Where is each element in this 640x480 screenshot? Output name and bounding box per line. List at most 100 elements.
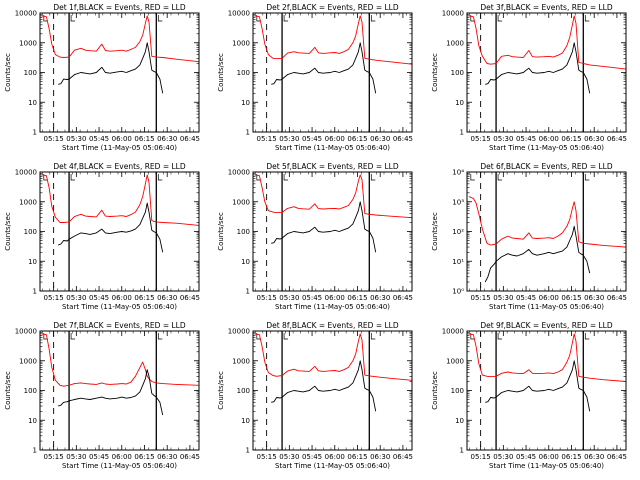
x-tick-label: 05:30 bbox=[66, 453, 86, 461]
events-series-line bbox=[271, 360, 377, 412]
y-tick-label: 10⁰ bbox=[452, 288, 464, 296]
y-tick-label: 10¹ bbox=[452, 258, 464, 266]
events-series-line bbox=[58, 42, 164, 94]
x-tick-label: 05:15 bbox=[257, 294, 277, 302]
y-tick-label: 100 bbox=[24, 69, 37, 77]
x-axis-label: Start Time (11-May-05 05:06:40) bbox=[62, 144, 177, 152]
marker-bracket bbox=[470, 174, 475, 181]
plot-frame bbox=[466, 171, 627, 292]
x-axis-label: Start Time (11-May-05 05:06:40) bbox=[489, 144, 604, 152]
x-tick-label: 06:45 bbox=[607, 294, 627, 302]
x-tick-label: 06:00 bbox=[325, 135, 345, 143]
y-tick-label: 1 bbox=[460, 129, 464, 137]
marker-bracket bbox=[497, 15, 503, 22]
y-tick-label: 1000 bbox=[19, 198, 37, 206]
lld-series-line bbox=[41, 174, 200, 226]
x-axis-label: Start Time (11-May-05 05:06:40) bbox=[275, 144, 390, 152]
x-tick-label: 06:15 bbox=[347, 294, 367, 302]
marker-bracket bbox=[470, 15, 475, 22]
marker-bracket bbox=[70, 174, 76, 181]
events-series-line bbox=[485, 360, 591, 412]
y-tick-label: 100 bbox=[451, 387, 464, 395]
y-tick-label: 1 bbox=[246, 288, 250, 296]
y-tick-label: 10000 bbox=[228, 328, 250, 336]
y-tick-label: 10 bbox=[28, 417, 37, 425]
x-tick-label: 05:30 bbox=[279, 453, 299, 461]
chart-panel: Det 8f,BLACK = Events, RED = LLD Counts/s… bbox=[217, 321, 413, 470]
y-tick-label: 1000 bbox=[19, 357, 37, 365]
x-tick-label: 06:15 bbox=[134, 135, 154, 143]
marker-bracket bbox=[43, 333, 48, 340]
x-tick-label: 05:15 bbox=[471, 453, 491, 461]
y-axis-label: Counts/sec bbox=[217, 212, 225, 251]
y-tick-label: 10³ bbox=[452, 198, 464, 206]
y-tick-label: 10 bbox=[241, 99, 250, 107]
x-axis-label: Start Time (11-May-05 05:06:40) bbox=[489, 303, 604, 311]
y-tick-label: 10 bbox=[455, 99, 464, 107]
chart-title: Det 3f,BLACK = Events, RED = LLD bbox=[480, 3, 613, 12]
y-tick-label: 100 bbox=[24, 228, 37, 236]
chart-title: Det 5f,BLACK = Events, RED = LLD bbox=[266, 162, 399, 171]
marker-bracket bbox=[157, 174, 163, 181]
x-tick-label: 05:45 bbox=[89, 135, 109, 143]
y-tick-label: 1 bbox=[460, 447, 464, 455]
marker-bracket bbox=[283, 15, 289, 22]
x-tick-label: 05:45 bbox=[302, 453, 322, 461]
x-tick-label: 06:30 bbox=[584, 453, 604, 461]
y-tick-label: 1000 bbox=[232, 357, 250, 365]
y-tick-label: 10 bbox=[241, 417, 250, 425]
y-tick-label: 10000 bbox=[15, 10, 37, 18]
lld-series-line bbox=[41, 15, 200, 63]
plot-frame bbox=[39, 12, 200, 133]
x-axis-label: Start Time (11-May-05 05:06:40) bbox=[489, 462, 604, 470]
y-tick-label: 10⁴ bbox=[452, 169, 464, 177]
lld-series-line bbox=[254, 15, 413, 65]
y-axis-label: Counts/sec bbox=[431, 212, 439, 251]
y-tick-label: 1 bbox=[33, 288, 37, 296]
x-tick-label: 06:30 bbox=[370, 135, 390, 143]
lld-series-line bbox=[468, 196, 627, 248]
x-tick-label: 05:45 bbox=[89, 453, 109, 461]
x-tick-label: 06:45 bbox=[180, 135, 200, 143]
chart-panel: Det 6f,BLACK = Events, RED = LLD Counts/s… bbox=[431, 162, 627, 311]
y-axis-label: Counts/sec bbox=[4, 371, 12, 410]
x-tick-label: 06:30 bbox=[370, 294, 390, 302]
events-series-line bbox=[271, 42, 377, 94]
x-tick-label: 05:30 bbox=[279, 294, 299, 302]
chart-title: Det 6f,BLACK = Events, RED = LLD bbox=[480, 162, 613, 171]
y-tick-label: 1 bbox=[33, 129, 37, 137]
y-tick-label: 1 bbox=[33, 447, 37, 455]
marker-bracket bbox=[584, 333, 590, 340]
x-tick-label: 05:15 bbox=[44, 135, 64, 143]
chart-panel: Det 4f,BLACK = Events, RED = LLD Counts/s… bbox=[4, 162, 200, 311]
lld-series-line bbox=[41, 333, 200, 387]
chart-title: Det 2f,BLACK = Events, RED = LLD bbox=[266, 3, 399, 12]
y-tick-label: 10000 bbox=[442, 328, 464, 336]
marker-bracket bbox=[470, 333, 475, 340]
x-tick-label: 06:00 bbox=[112, 294, 132, 302]
x-tick-label: 05:45 bbox=[516, 453, 536, 461]
y-axis-label: Counts/sec bbox=[217, 53, 225, 92]
x-tick-label: 05:30 bbox=[493, 135, 513, 143]
y-tick-label: 1000 bbox=[446, 357, 464, 365]
x-tick-label: 06:30 bbox=[370, 453, 390, 461]
plot-frame bbox=[252, 330, 413, 451]
x-tick-label: 05:30 bbox=[493, 453, 513, 461]
chart-panel: Det 5f,BLACK = Events, RED = LLD Counts/s… bbox=[217, 162, 413, 311]
lld-series-line bbox=[254, 333, 413, 381]
x-tick-label: 06:30 bbox=[584, 135, 604, 143]
marker-bracket bbox=[43, 15, 48, 22]
y-tick-label: 10000 bbox=[442, 10, 464, 18]
y-tick-label: 10 bbox=[28, 258, 37, 266]
y-tick-label: 100 bbox=[24, 387, 37, 395]
marker-bracket bbox=[283, 174, 289, 181]
x-tick-label: 06:00 bbox=[112, 135, 132, 143]
x-tick-label: 06:45 bbox=[607, 453, 627, 461]
y-tick-label: 1000 bbox=[446, 39, 464, 47]
y-tick-label: 1000 bbox=[232, 39, 250, 47]
plot-frame bbox=[39, 330, 200, 451]
x-tick-label: 06:00 bbox=[539, 453, 559, 461]
plot-frame bbox=[39, 171, 200, 292]
x-tick-label: 06:15 bbox=[134, 453, 154, 461]
